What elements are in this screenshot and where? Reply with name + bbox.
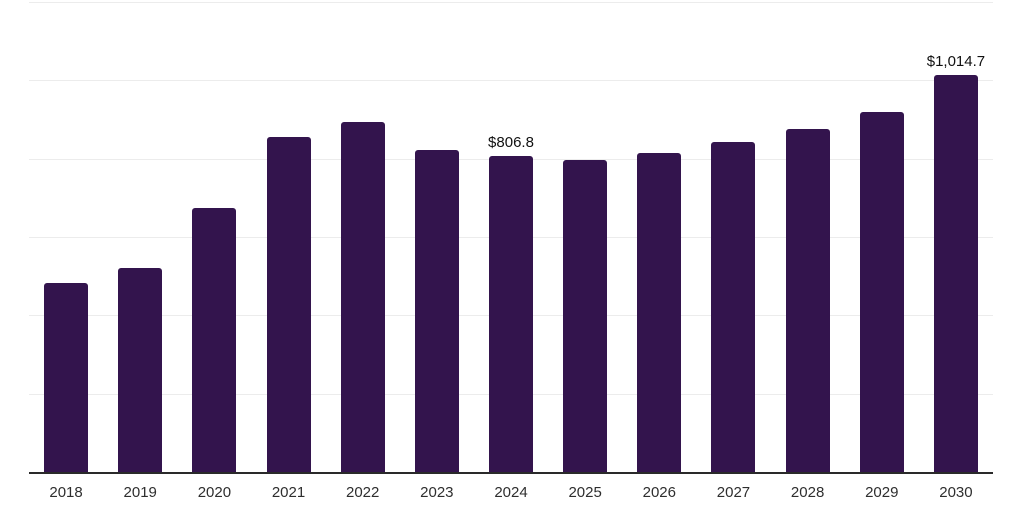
gridline-1200 [29, 2, 993, 3]
bar-2026[interactable] [637, 153, 682, 472]
x-tick-2026: 2026 [642, 484, 676, 501]
x-tick-2020: 2020 [197, 484, 232, 501]
bar-2024[interactable] [489, 156, 533, 472]
bar-2027[interactable] [711, 142, 756, 472]
bar-2030[interactable] [933, 74, 978, 472]
bar-2025[interactable] [563, 159, 608, 472]
x-tick-2027: 2027 [716, 484, 751, 501]
bar-2021[interactable] [266, 137, 311, 472]
bar-2028[interactable] [785, 128, 830, 472]
x-tick-2022: 2022 [346, 484, 380, 501]
x-tick-2025: 2025 [568, 484, 602, 501]
value-label-2024: $806.8 [488, 134, 534, 152]
x-tick-2018: 2018 [49, 484, 83, 501]
bar-2018[interactable] [44, 282, 89, 472]
value-label-2030: $1,014.7 [926, 52, 986, 70]
gridline-1000 [29, 80, 993, 82]
bar-2022[interactable] [340, 121, 385, 472]
x-tick-2024: 2024 [494, 484, 528, 501]
plot-area: $806.8 $1,014.7 [29, 2, 993, 474]
x-tick-2023: 2023 [420, 484, 454, 501]
x-tick-2021: 2021 [271, 484, 306, 501]
bar-2023[interactable] [414, 149, 459, 472]
bar-2029[interactable] [859, 112, 904, 472]
x-tick-2028: 2028 [790, 484, 825, 501]
bar-2020[interactable] [192, 207, 237, 472]
bar-2019[interactable] [118, 267, 163, 472]
x-tick-2030: 2030 [939, 484, 973, 501]
x-tick-2029: 2029 [865, 484, 899, 501]
x-tick-2019: 2019 [123, 484, 157, 501]
